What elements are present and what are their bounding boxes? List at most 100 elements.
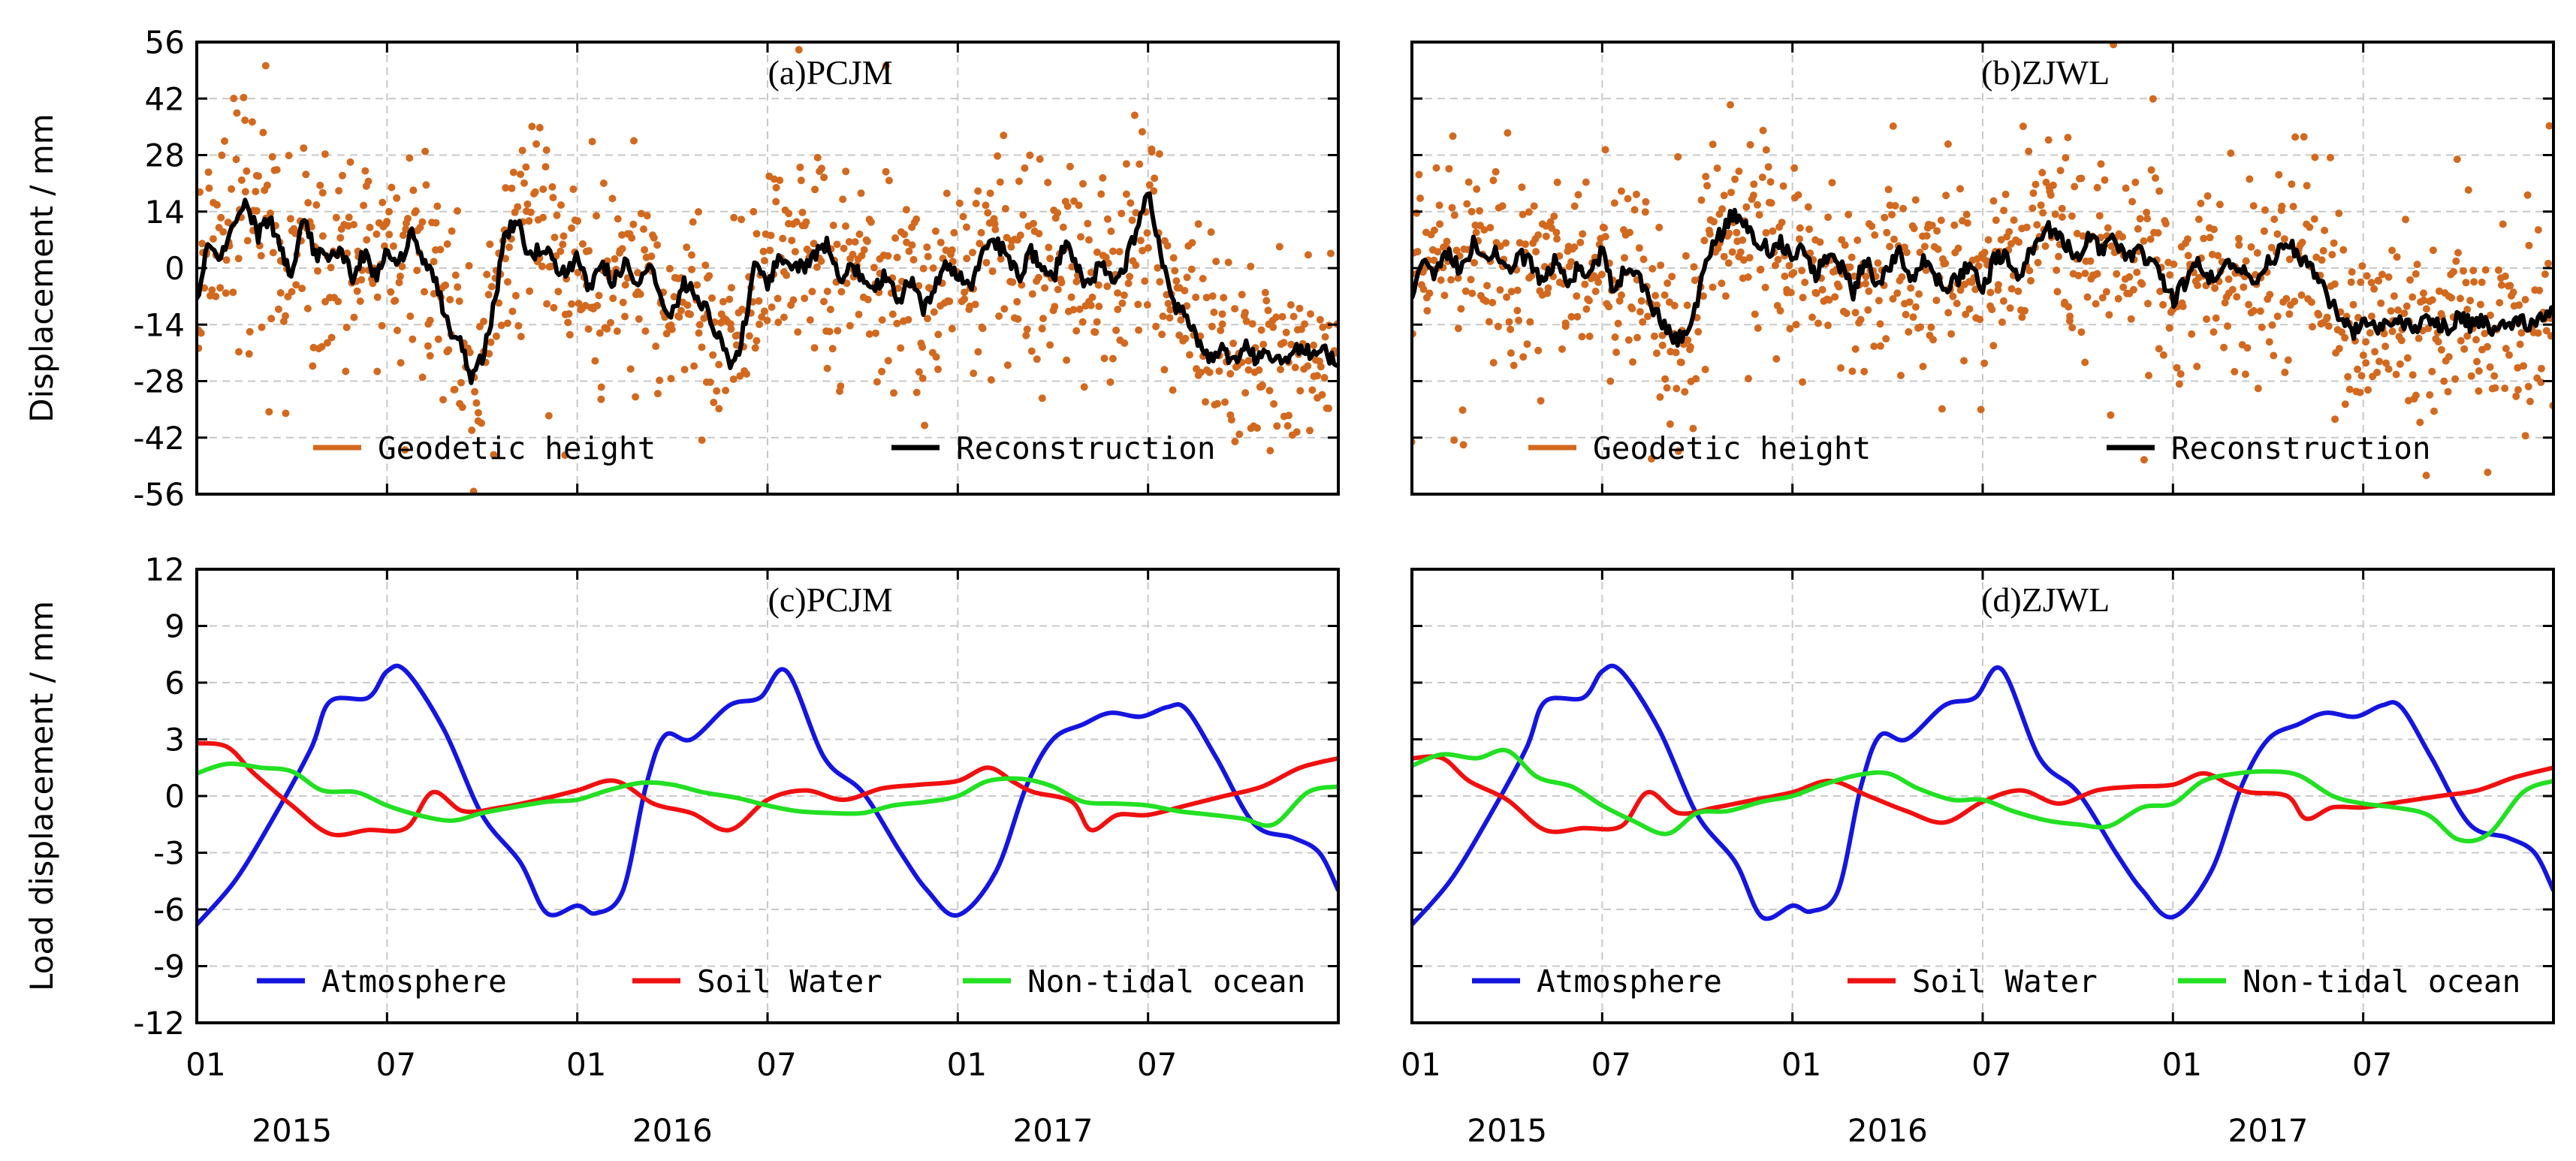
geodetic-height-point <box>1700 237 1709 245</box>
geodetic-height-point <box>1886 243 1894 251</box>
geodetic-height-point <box>900 231 909 239</box>
geodetic-height-point <box>904 315 912 324</box>
geodetic-height-point <box>2371 348 2379 356</box>
geodetic-height-point <box>1450 211 1458 219</box>
geodetic-height-point <box>209 235 217 243</box>
geodetic-height-point <box>363 236 371 244</box>
geodetic-height-point <box>385 207 393 216</box>
geodetic-height-point <box>1235 430 1244 439</box>
geodetic-height-point <box>995 312 1003 320</box>
geodetic-height-point <box>2216 201 2224 209</box>
geodetic-height-point <box>1519 210 1527 219</box>
geodetic-height-point <box>2502 345 2510 353</box>
geodetic-height-point <box>1644 312 1651 321</box>
geodetic-height-point <box>1266 447 1274 455</box>
geodetic-height-point <box>1762 146 1770 154</box>
gridlines <box>197 569 1338 1023</box>
geodetic-height-point <box>619 298 627 306</box>
geodetic-height-point <box>1567 312 1576 321</box>
geodetic-height-point <box>588 137 596 146</box>
geodetic-height-point <box>1835 282 1843 291</box>
geodetic-height-point <box>1865 287 1873 295</box>
geodetic-height-point <box>2110 42 2118 49</box>
geodetic-height-point <box>2319 246 2327 255</box>
geodetic-height-point <box>2206 234 2214 242</box>
geodetic-height-point <box>1927 323 1935 331</box>
geodetic-height-point <box>2228 285 2237 294</box>
geodetic-height-point <box>2309 323 2316 331</box>
geodetic-height-point <box>487 282 496 291</box>
geodetic-height-point <box>1672 348 1680 357</box>
geodetic-height-point <box>1332 505 1339 513</box>
geodetic-height-point <box>1145 181 1154 189</box>
geodetic-height-point <box>834 327 842 335</box>
geodetic-height-point <box>261 62 270 70</box>
geodetic-height-point <box>2520 362 2527 370</box>
geodetic-height-point <box>1277 366 1284 373</box>
geodetic-height-point <box>1992 216 2000 225</box>
geodetic-height-point <box>1949 292 1957 300</box>
geodetic-height-point <box>2367 312 2375 321</box>
geodetic-height-point <box>2348 268 2356 276</box>
geodetic-height-point <box>1626 228 1633 237</box>
geodetic-height-point <box>974 348 982 356</box>
geodetic-height-point <box>1026 151 1034 159</box>
geodetic-height-point <box>1202 398 1209 406</box>
geodetic-height-point <box>1937 216 1945 225</box>
geodetic-height-point <box>505 243 513 252</box>
geodetic-height-point <box>641 246 649 254</box>
geodetic-height-point <box>1558 345 1566 353</box>
geodetic-height-point <box>833 240 841 249</box>
geodetic-height-point <box>204 168 213 176</box>
geodetic-height-point <box>1591 288 1600 295</box>
geodetic-height-point <box>1212 258 1220 266</box>
geodetic-height-point <box>2358 262 2366 270</box>
geodetic-height-point <box>1790 164 1799 172</box>
geodetic-height-point <box>1728 248 1736 256</box>
geodetic-height-point <box>837 288 846 296</box>
geodetic-height-point <box>2406 276 2415 284</box>
geodetic-height-point <box>2175 380 2183 388</box>
geodetic-height-point <box>1063 202 1072 210</box>
geodetic-height-point <box>1739 256 1748 264</box>
geodetic-height-point <box>1759 126 1767 134</box>
geodetic-height-point <box>1825 296 1833 304</box>
geodetic-height-point <box>559 240 567 249</box>
geodetic-height-point <box>1155 150 1163 158</box>
geodetic-height-point <box>1059 223 1067 231</box>
geodetic-height-point <box>1648 455 1655 463</box>
geodetic-height-point <box>1202 294 1211 302</box>
geodetic-height-point <box>526 208 535 216</box>
geodetic-height-point <box>2384 365 2393 373</box>
geodetic-height-point <box>339 171 346 179</box>
geodetic-height-points <box>1412 42 2553 480</box>
geodetic-height-point <box>680 366 689 374</box>
geodetic-height-point <box>811 185 819 194</box>
geodetic-height-point <box>1727 101 1734 109</box>
geodetic-height-point <box>2107 242 2116 250</box>
geodetic-height-point <box>492 332 500 340</box>
geodetic-height-point <box>596 329 604 337</box>
geodetic-height-point <box>2384 273 2393 281</box>
geodetic-height-point <box>1432 164 1440 172</box>
geodetic-height-point <box>2498 281 2505 289</box>
geodetic-height-point <box>1321 333 1329 341</box>
geodetic-height-point <box>1102 253 1110 261</box>
geodetic-height-point <box>2129 285 2137 294</box>
geodetic-height-point <box>1984 236 1992 244</box>
geodetic-height-point <box>1482 297 1490 306</box>
geodetic-height-point <box>1713 164 1721 172</box>
geodetic-height-point <box>2328 251 2336 259</box>
geodetic-height-point <box>395 279 403 287</box>
geodetic-height-point <box>2005 228 2013 236</box>
geodetic-height-point <box>394 327 401 334</box>
geodetic-height-point <box>2220 343 2228 351</box>
geodetic-height-point <box>1480 226 1489 234</box>
geodetic-height-point <box>327 264 335 272</box>
geodetic-height-point <box>2000 207 2008 215</box>
geodetic-height-point <box>2422 305 2430 313</box>
geodetic-height-point <box>1736 248 1745 256</box>
geodetic-height-point <box>1986 288 1995 297</box>
geodetic-height-point <box>2049 181 2057 189</box>
geodetic-height-point <box>518 146 526 155</box>
